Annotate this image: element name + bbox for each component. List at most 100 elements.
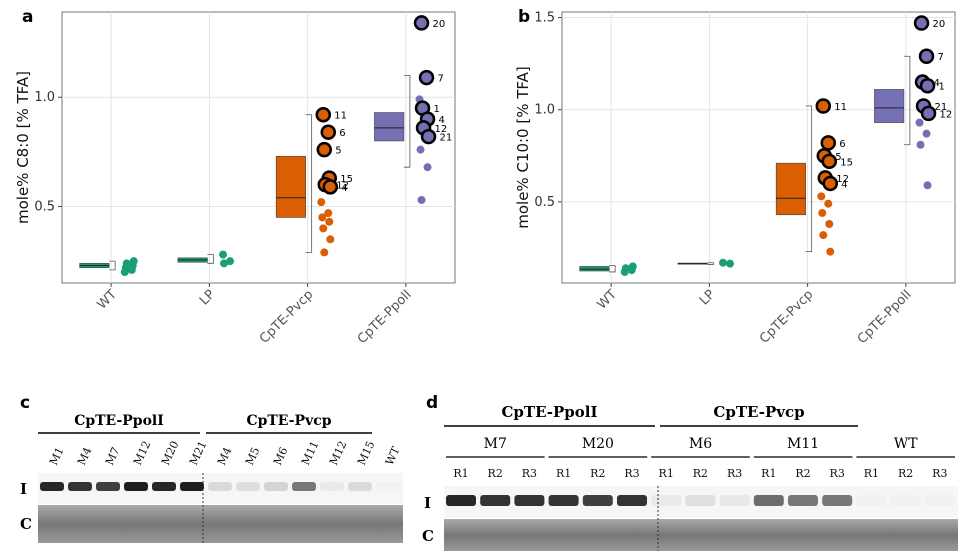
group-label: CpTE-PpolI (501, 403, 597, 421)
point (719, 258, 728, 267)
point (423, 163, 432, 172)
whisker (805, 105, 813, 253)
subgroup-label: M7 (484, 436, 507, 452)
plot-panel (561, 11, 956, 284)
labeled-point (913, 15, 930, 31)
point (819, 231, 828, 240)
subgroup-label: M11 (787, 436, 819, 452)
band (236, 482, 260, 491)
labeled-point (822, 175, 839, 192)
y-tick-label: 0.5 (534, 195, 555, 210)
whisker (903, 55, 911, 146)
band (264, 482, 288, 491)
point-label: 15 (840, 157, 853, 168)
labeled-point (920, 105, 937, 122)
point (817, 192, 826, 201)
band (152, 482, 176, 491)
lane-label: M12 (327, 439, 349, 467)
labeled-point (316, 141, 333, 158)
x-tick-label: CpTE-Pvcp (757, 287, 816, 346)
band (685, 495, 716, 506)
lane-label: R3 (932, 467, 947, 480)
lane-label: R2 (590, 467, 605, 480)
point (916, 140, 925, 149)
band (446, 495, 476, 506)
band (124, 482, 148, 491)
x-tick-label: WT (595, 287, 620, 312)
x-tick-label: CpTE-PpolI (855, 287, 915, 347)
row-label: I (424, 494, 431, 512)
point-label: 12 (940, 109, 953, 120)
whisker (403, 74, 411, 168)
band (753, 495, 784, 506)
labeled-point (315, 106, 332, 123)
x-tick-label: LP (197, 287, 218, 308)
point-label: 6 (839, 139, 845, 150)
band (180, 482, 204, 491)
point-label: 12 (435, 124, 448, 135)
box (275, 155, 306, 218)
labeled-point (322, 179, 339, 195)
point (628, 262, 637, 271)
x-tick-label: WT (95, 287, 120, 312)
y-axis-title: mole% C10:0 [% TFA] (514, 66, 532, 229)
group-label: CpTE-Pvcp (246, 413, 331, 429)
point-label: 20 (933, 19, 946, 30)
point (726, 259, 735, 268)
point (129, 257, 138, 266)
lane-label: R1 (659, 467, 674, 480)
point (818, 208, 827, 217)
band (719, 495, 750, 506)
x-tick-label: LP (697, 287, 718, 308)
row-label: C (20, 515, 32, 533)
whisker (109, 260, 116, 271)
labeled-point (918, 48, 935, 64)
band (891, 495, 921, 506)
y-tick-label: 1.0 (534, 103, 555, 118)
point-label: 4 (439, 115, 445, 126)
lane-label: M7 (103, 445, 123, 467)
point (922, 129, 931, 138)
y-tick-label: 1.5 (534, 11, 555, 26)
point (220, 259, 229, 268)
band (582, 495, 613, 506)
point (320, 248, 329, 257)
band (548, 495, 579, 506)
band (40, 482, 64, 491)
labeled-point (820, 135, 837, 151)
lane-label: M6 (271, 445, 291, 467)
band (376, 482, 400, 491)
point-label: 12 (336, 181, 349, 192)
point (417, 195, 426, 204)
point (226, 257, 235, 266)
band (96, 482, 120, 491)
point (326, 235, 335, 244)
lane-label: M4 (75, 445, 95, 467)
point (416, 145, 425, 154)
point-label: 5 (835, 152, 841, 163)
subgroup-label: WT (894, 436, 918, 452)
point-label: 11 (834, 102, 847, 113)
band (348, 482, 372, 491)
blot-c (38, 505, 403, 543)
point (826, 247, 835, 256)
point-label: 21 (440, 133, 453, 144)
row-label: I (20, 480, 27, 498)
panel-letter: d (426, 393, 438, 413)
lane-label: R3 (727, 467, 742, 480)
whisker (707, 262, 714, 265)
labeled-point (418, 69, 435, 86)
labeled-point (821, 153, 838, 170)
point (122, 259, 131, 268)
lane-label: M1 (47, 445, 67, 467)
x-tick-label: CpTE-Pvcp (257, 287, 316, 346)
point (824, 199, 833, 208)
subgroup-label: M20 (582, 436, 614, 452)
labeled-point (320, 124, 337, 140)
lane-label: R1 (453, 467, 468, 480)
lane-label: R1 (864, 467, 879, 480)
point (325, 217, 334, 226)
subgroup-label: M6 (689, 436, 712, 452)
